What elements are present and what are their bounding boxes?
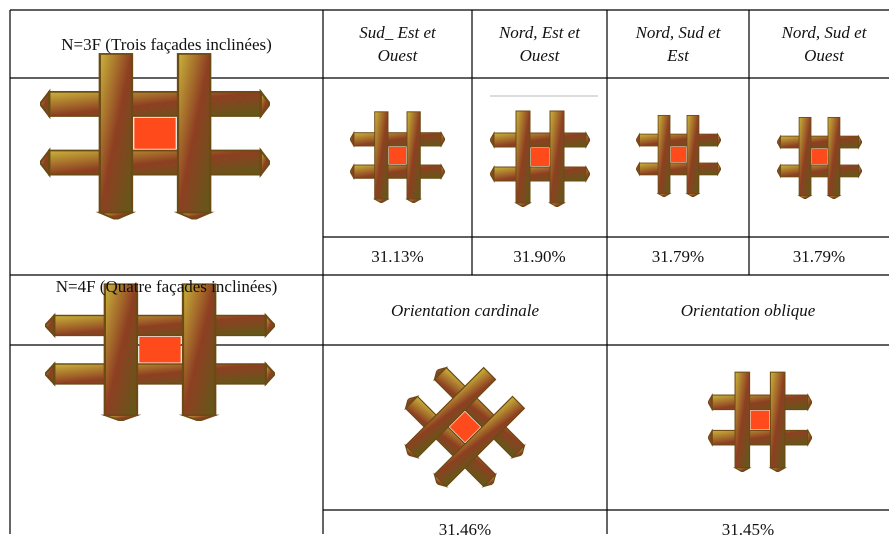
header-cell: Orientation oblique (607, 275, 889, 345)
building-nord-sud-ouest (777, 116, 862, 199)
ratio-text: 31.79% (651, 246, 705, 266)
header-text: N=3F (Trois façades inclinées) (61, 34, 272, 54)
ratio-text: 31.45% (721, 519, 775, 539)
ratio-cell: 31.79% (749, 237, 889, 275)
building-oblique (708, 371, 812, 472)
ratio-cell: 31.45% (607, 512, 889, 546)
header-cell: Nord, Sud et Est (607, 10, 749, 78)
ratio-cell: 31.90% (472, 237, 607, 275)
ratio-text: 31.79% (792, 246, 846, 266)
header-text: Orientation oblique (680, 300, 816, 320)
table-page: N=3F (Trois façades inclinées) Sud_ Est … (9, 9, 889, 539)
building-cardinale (380, 344, 548, 512)
header-text: Sud_ Est et Ouest (359, 23, 436, 65)
header-cell: N=3F (Trois façades inclinées) (10, 10, 323, 78)
ratio-text: 31.46% (438, 519, 492, 539)
building-3f-3d (40, 52, 270, 220)
ratio-cell: 31.13% (323, 237, 472, 275)
ratio-text: 31.90% (513, 246, 566, 266)
header-cell: Sud_ Est et Ouest (323, 10, 472, 78)
header-cell: Nord, Sud et Ouest (749, 10, 889, 78)
ratio-cell: 31.46% (323, 512, 607, 546)
header-text: Orientation cardinale (390, 300, 540, 320)
building-nord-sud-est (636, 114, 721, 197)
ratio-cell: 31.79% (607, 237, 749, 275)
header-text: Nord, Sud et Ouest (781, 23, 867, 65)
building-sud-est-ouest (350, 111, 445, 203)
header-cell: N=4F (Quatre façades inclinées) (10, 275, 323, 345)
header-text: Nord, Sud et Est (635, 23, 721, 65)
header-text: N=4F (Quatre façades inclinées) (55, 277, 278, 296)
header-text: Nord, Est et Ouest (498, 23, 581, 65)
table-grid (9, 9, 889, 534)
ratio-text: 31.13% (371, 246, 424, 266)
building-nord-est-ouest (490, 110, 590, 207)
header-cell: Nord, Est et Ouest (472, 10, 607, 78)
header-cell: Orientation cardinale (323, 275, 607, 345)
